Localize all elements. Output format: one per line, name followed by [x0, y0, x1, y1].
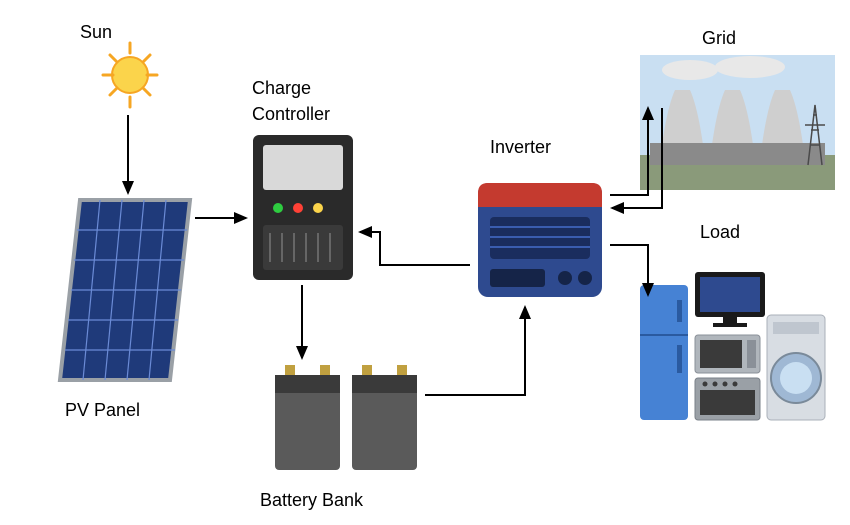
grid-label: Grid — [702, 28, 736, 49]
inverter-label: Inverter — [490, 137, 551, 158]
sun-icon — [95, 35, 165, 115]
charge-controller-label-line2: Controller — [252, 104, 330, 125]
load-icon — [635, 260, 830, 430]
charge-controller-icon — [248, 130, 358, 285]
battery-bank-icon — [270, 347, 425, 482]
pv-panel-icon — [55, 195, 195, 390]
charge-controller-label-line1: Charge — [252, 78, 311, 99]
inverter-icon — [470, 175, 610, 305]
grid-icon — [640, 55, 835, 190]
pv-panel-label: PV Panel — [65, 400, 140, 421]
load-label: Load — [700, 222, 740, 243]
battery-bank-label: Battery Bank — [260, 490, 363, 511]
